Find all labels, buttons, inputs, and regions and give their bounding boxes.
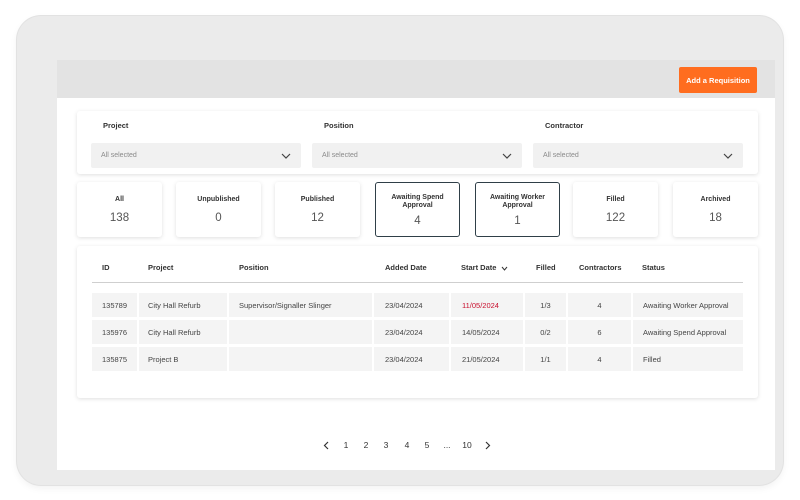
chevron-down-icon <box>502 153 512 159</box>
cell-id: 135976 <box>92 320 137 344</box>
cell-position <box>229 347 372 371</box>
status-tab-label: All <box>115 196 124 203</box>
column-header-start-date[interactable]: Start Date <box>461 263 508 272</box>
page-button-1[interactable]: 1 <box>343 440 349 450</box>
status-tab-count: 122 <box>605 212 626 224</box>
page-button-10[interactable]: 10 <box>462 440 472 450</box>
project-filter: Project All selected <box>91 121 301 168</box>
top-bar: Add a Requisition <box>57 60 775 98</box>
chevron-right-icon <box>485 441 491 450</box>
status-tab-count: 12 <box>311 212 324 224</box>
status-tab-awaiting-spend-approval[interactable]: Awaiting Spend Approval 4 <box>375 182 460 237</box>
cell-status: Awaiting Spend Approval <box>633 320 743 344</box>
cell-contractors: 4 <box>568 347 631 371</box>
position-select-value: All selected <box>322 152 358 159</box>
chevron-down-icon <box>281 153 291 159</box>
column-header-project[interactable]: Project <box>148 263 174 272</box>
status-tab-count: 138 <box>109 212 130 224</box>
page-button-3[interactable]: 3 <box>383 440 389 450</box>
position-select[interactable]: All selected <box>312 143 522 168</box>
cell-filled: 1/3 <box>525 293 566 317</box>
sort-chevron-down-icon <box>501 266 507 271</box>
status-tab-label: Published <box>300 196 335 203</box>
project-filter-label: Project <box>103 121 129 130</box>
status-tab-count: 0 <box>215 212 222 224</box>
cell-added-date: 23/04/2024 <box>374 320 449 344</box>
cell-start-date: 11/05/2024 <box>451 293 523 317</box>
cell-start-date: 14/05/2024 <box>451 320 523 344</box>
project-select-value: All selected <box>101 152 137 159</box>
cell-added-date: 23/04/2024 <box>374 347 449 371</box>
table-row[interactable]: 135976 City Hall Refurb 23/04/2024 14/05… <box>92 320 743 344</box>
next-page-button[interactable] <box>481 438 495 452</box>
status-tab-archived[interactable]: Archived 18 <box>673 182 758 237</box>
cell-status: Awaiting Worker Approval <box>633 293 743 317</box>
column-header-added-date[interactable]: Added Date <box>385 263 427 272</box>
cell-project: City Hall Refurb <box>139 320 227 344</box>
column-header-contractors[interactable]: Contractors <box>579 263 622 272</box>
page-button-2[interactable]: 2 <box>363 440 369 450</box>
status-tab-all[interactable]: All 138 <box>77 182 162 237</box>
start-date-header-label: Start Date <box>461 263 497 272</box>
cell-start-date: 21/05/2024 <box>451 347 523 371</box>
column-header-filled[interactable]: Filled <box>536 263 556 272</box>
app-screen: Add a Requisition Project All selected P… <box>57 60 775 470</box>
status-tab-count: 18 <box>709 212 722 224</box>
cell-id: 135789 <box>92 293 137 317</box>
cell-added-date: 23/04/2024 <box>374 293 449 317</box>
cell-contractors: 4 <box>568 293 631 317</box>
column-header-id[interactable]: ID <box>102 263 110 272</box>
status-tab-unpublished[interactable]: Unpublished 0 <box>176 182 261 237</box>
status-tab-label: Archived <box>700 196 731 203</box>
position-filter: Position All selected <box>312 121 522 168</box>
pagination-ellipsis: ... <box>443 440 451 450</box>
cell-position <box>229 320 372 344</box>
status-tab-awaiting-worker-approval[interactable]: Awaiting Worker Approval 1 <box>475 182 560 237</box>
contractor-select[interactable]: All selected <box>533 143 743 168</box>
cell-contractors: 6 <box>568 320 631 344</box>
column-header-position[interactable]: Position <box>239 263 269 272</box>
project-select[interactable]: All selected <box>91 143 301 168</box>
cell-id: 135875 <box>92 347 137 371</box>
cell-project: City Hall Refurb <box>139 293 227 317</box>
cell-filled: 1/1 <box>525 347 566 371</box>
table-row[interactable]: 135789 City Hall Refurb Supervisor/Signa… <box>92 293 743 317</box>
cell-position: Supervisor/Signaller Slinger <box>229 293 372 317</box>
cell-filled: 0/2 <box>525 320 566 344</box>
requisitions-table: ID Project Position Added Date Start Dat… <box>77 246 758 398</box>
position-filter-label: Position <box>324 121 354 130</box>
table-row[interactable]: 135875 Project B 23/04/2024 21/05/2024 1… <box>92 347 743 371</box>
column-header-status[interactable]: Status <box>642 263 665 272</box>
status-tab-count: 4 <box>414 215 421 227</box>
contractor-select-value: All selected <box>543 152 579 159</box>
page-button-4[interactable]: 4 <box>404 440 410 450</box>
chevron-left-icon <box>323 441 329 450</box>
previous-page-button[interactable] <box>319 438 333 452</box>
status-tab-published[interactable]: Published 12 <box>275 182 360 237</box>
page-button-5[interactable]: 5 <box>424 440 430 450</box>
add-requisition-button[interactable]: Add a Requisition <box>679 67 757 93</box>
table-header-divider <box>92 282 743 283</box>
status-tab-label: Filled <box>606 196 625 203</box>
contractor-filter-label: Contractor <box>545 121 584 130</box>
status-tab-filled[interactable]: Filled 122 <box>573 182 658 237</box>
chevron-down-icon <box>723 153 733 159</box>
status-tab-label: Awaiting Spend Approval <box>391 194 444 209</box>
contractor-filter: Contractor All selected <box>533 121 743 168</box>
status-tab-label: Unpublished <box>197 196 240 203</box>
status-tab-label: Awaiting Worker Approval <box>490 194 545 209</box>
pagination: 1 2 3 4 5 ... 10 <box>57 438 775 452</box>
cell-status: Filled <box>633 347 743 371</box>
status-tab-count: 1 <box>514 215 521 227</box>
filter-panel: Project All selected Position All select… <box>77 111 758 174</box>
cell-project: Project B <box>139 347 227 371</box>
device-frame: Add a Requisition Project All selected P… <box>17 16 783 485</box>
